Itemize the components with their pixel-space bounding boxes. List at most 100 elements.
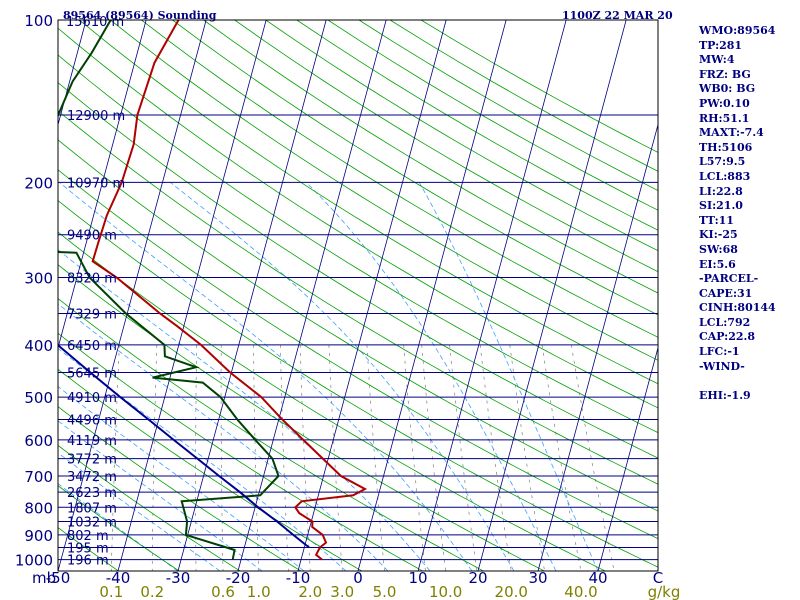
height-label: 196 m	[67, 554, 109, 569]
station-info-line: WMO:89564	[699, 24, 776, 37]
height-label: 4910 m	[67, 391, 117, 406]
temperature-tick-label: 10	[408, 569, 427, 587]
plot-frame	[57, 19, 659, 572]
isotherm	[177, 20, 327, 571]
pressure-tick-label: 200	[24, 174, 53, 192]
temperature-tick-label: -30	[166, 569, 191, 587]
station-info-line: LI:22.8	[699, 184, 743, 198]
mixing-ratio-line	[110, 344, 120, 571]
moist-adiabat	[58, 303, 389, 571]
station-info-line: L57:9.5	[699, 155, 746, 169]
dry-adiabat	[58, 82, 658, 459]
height-label: 4119 m	[67, 434, 117, 449]
station-info-line: PW:0.10	[699, 96, 750, 110]
station-info-line: CAPE:31	[699, 286, 753, 300]
mixing-ratio-line	[366, 344, 385, 571]
station-info-line: TT:11	[699, 213, 734, 227]
dry-adiabat	[58, 231, 606, 571]
height-label: 6450 m	[67, 339, 117, 354]
mixing-ratio-label: 1.0	[247, 583, 271, 600]
mixing-ratio-line	[220, 344, 224, 571]
moist-adiabat	[58, 386, 305, 571]
isotherm	[237, 20, 387, 571]
mixing-ratio-line	[403, 344, 426, 571]
mixing-ratio-label: 0.2	[140, 583, 164, 600]
isotherm	[117, 20, 267, 571]
station-info-line: SI:21.0	[699, 199, 743, 213]
moist-adiabat	[59, 182, 473, 571]
temperature-tick-label: 20	[468, 569, 487, 587]
temperature-tick-label: -10	[286, 569, 311, 587]
station-info-line: TH:5106	[699, 140, 753, 154]
moist-adiabat	[58, 347, 347, 571]
isotherm	[417, 20, 567, 571]
mixing-ratio-line	[195, 344, 197, 571]
station-info-line: CINH:80144	[699, 301, 776, 315]
temperature-tick-label: 0	[353, 569, 363, 587]
mixing-ratio-label: g/kg	[648, 583, 681, 600]
station-info-line: LCL:883	[699, 169, 751, 183]
height-label: 3772 m	[67, 453, 117, 468]
mixing-ratio-label: 0.6	[211, 583, 235, 600]
moist-adiabat	[58, 483, 179, 571]
station-info-line: EHI:-1.9	[699, 388, 751, 402]
station-info-line: MAXT:-7.4	[699, 126, 764, 140]
temperature-tick-label: -50	[46, 569, 71, 587]
moist-adiabats	[58, 182, 599, 571]
dry-adiabat	[58, 54, 658, 434]
parcel-line	[58, 343, 310, 549]
dry-adiabat	[58, 139, 658, 512]
height-label: 7329 m	[67, 308, 117, 323]
height-label: 1807 m	[67, 501, 117, 516]
mixing-ratio-label: 3.0	[330, 583, 354, 600]
pressure-tick-label: 700	[24, 468, 53, 486]
mixing-ratio-label: 40.0	[564, 583, 597, 600]
moist-adiabat	[418, 182, 599, 571]
pressure-tick-label: 1000	[15, 552, 53, 570]
height-label: 5645 m	[67, 366, 117, 381]
isotherm	[537, 123, 658, 571]
height-label: 12900 m	[67, 109, 125, 124]
height-label: 15610 m	[66, 15, 124, 30]
dry-adiabat	[141, 20, 658, 338]
isotherm	[58, 20, 207, 571]
moist-adiabat	[58, 249, 431, 571]
isotherm	[357, 20, 507, 571]
temperature-tick-label: 30	[528, 569, 547, 587]
isobars	[58, 20, 658, 561]
station-info-line: WB0: BG	[699, 82, 756, 96]
station-info-line: LFC:-1	[699, 345, 740, 359]
dry-adiabat	[203, 20, 658, 294]
mixing-ratio-line	[509, 344, 545, 571]
station-info-line: MW:4	[699, 53, 735, 67]
mixing-ratio-line	[421, 344, 446, 571]
station-info-line: EI:5.6	[699, 257, 736, 271]
moist-adiabat	[58, 452, 221, 571]
mixing-ratio-lines	[110, 344, 615, 571]
isotherm	[477, 20, 627, 571]
height-label: 802 m	[67, 529, 109, 544]
mixing-ratio-line	[479, 344, 512, 571]
height-label: 9490 m	[67, 229, 117, 244]
moist-adiabat	[58, 420, 263, 571]
station-info-line	[699, 374, 776, 389]
sounding-profiles	[58, 20, 368, 561]
pressure-tick-label: 100	[24, 12, 53, 30]
dry-adiabat	[0, 20, 58, 571]
temperature-tick-label: -20	[226, 569, 251, 587]
station-info-line: -PARCEL-	[699, 272, 759, 286]
height-label: 10970 m	[67, 176, 125, 191]
dry-adiabat	[58, 368, 363, 571]
mixing-ratio-label: 20.0	[495, 583, 528, 600]
isotherm	[58, 20, 87, 127]
dry-adiabat	[58, 527, 119, 571]
chart-title-station: 89564 (89564) Sounding	[63, 9, 217, 22]
pressure-tick-label: 500	[24, 389, 53, 407]
station-info-line: SW:68	[699, 242, 738, 256]
temperature-tick-label: -40	[106, 569, 131, 587]
dry-adiabat	[58, 406, 302, 571]
mixing-ratio-label: 5.0	[373, 583, 397, 600]
dry-adiabat	[58, 485, 180, 571]
dry-adiabat	[58, 169, 658, 540]
